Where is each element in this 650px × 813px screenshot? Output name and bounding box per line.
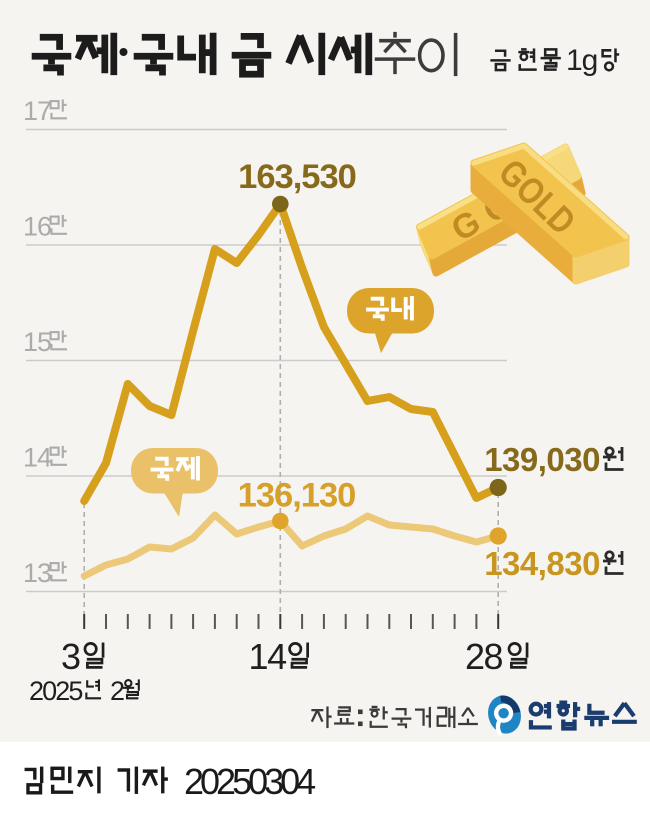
svg-text:14: 14 (23, 443, 52, 473)
svg-text:13: 13 (23, 558, 51, 588)
svg-text:2: 2 (110, 676, 124, 706)
svg-text:15: 15 (23, 327, 51, 357)
svg-text:134,830: 134,830 (484, 545, 600, 582)
svg-text:3: 3 (61, 636, 80, 677)
svg-text:20250304: 20250304 (184, 761, 315, 802)
svg-text:139,030: 139,030 (484, 441, 600, 478)
svg-text:16: 16 (23, 212, 51, 242)
svg-text:2025: 2025 (29, 676, 82, 706)
svg-text:1g: 1g (566, 44, 597, 77)
svg-text:163,530: 163,530 (238, 158, 356, 196)
svg-text:17: 17 (23, 96, 51, 126)
svg-text:14: 14 (249, 636, 287, 677)
svg-text:136,130: 136,130 (238, 477, 356, 515)
svg-text:28: 28 (465, 636, 503, 677)
